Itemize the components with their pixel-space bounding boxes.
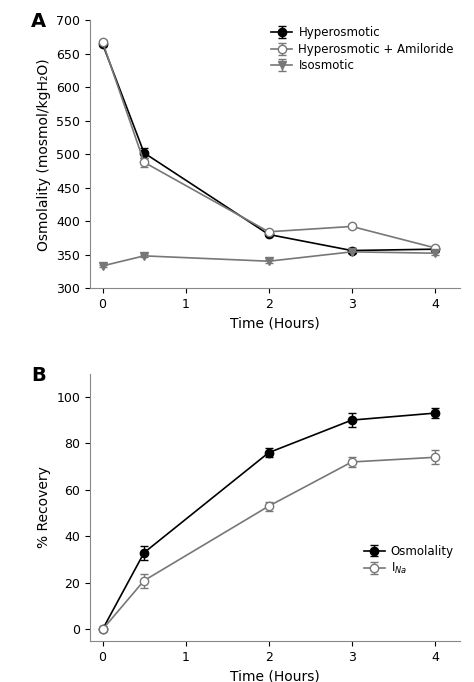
Text: B: B (31, 366, 46, 385)
Y-axis label: Osmolality (mosmol/kgH₂O): Osmolality (mosmol/kgH₂O) (37, 58, 51, 250)
Y-axis label: % Recovery: % Recovery (37, 466, 51, 548)
X-axis label: Time (Hours): Time (Hours) (230, 669, 320, 682)
Legend: Osmolality, I$_{Na}$: Osmolality, I$_{Na}$ (364, 545, 454, 576)
Legend: Hyperosmotic, Hyperosmotic + Amiloride, Isosmotic: Hyperosmotic, Hyperosmotic + Amiloride, … (271, 27, 454, 72)
Text: A: A (31, 12, 46, 31)
X-axis label: Time (Hours): Time (Hours) (230, 316, 320, 330)
